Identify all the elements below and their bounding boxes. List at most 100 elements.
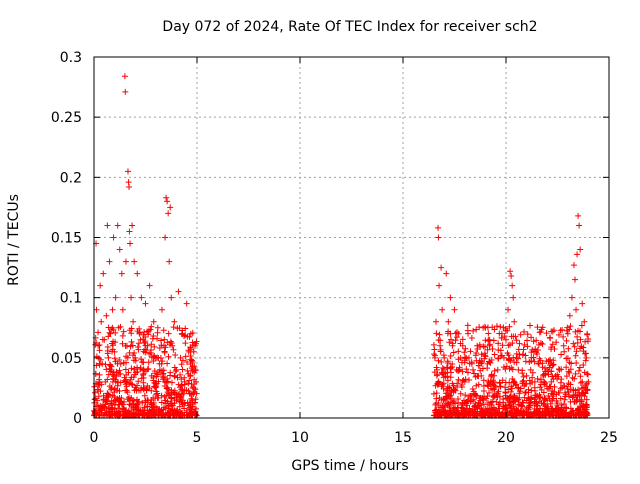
background-point [548, 360, 555, 367]
background-point [497, 383, 504, 390]
data-point [158, 306, 165, 313]
background-point [459, 368, 466, 375]
background-point [150, 377, 157, 384]
background-point [562, 404, 569, 411]
background-point [190, 385, 197, 392]
background-point [522, 358, 529, 365]
background-point [544, 404, 551, 411]
background-point [435, 378, 442, 385]
background-point [91, 396, 98, 403]
background-point [502, 325, 509, 332]
background-point [519, 399, 526, 406]
data-point [107, 330, 114, 337]
background-point [533, 349, 540, 356]
background-point [515, 401, 522, 408]
data-point [544, 366, 551, 373]
background-point [554, 402, 561, 409]
background-point [485, 408, 492, 415]
background-point [431, 346, 438, 353]
background-point [132, 357, 139, 364]
data-point [573, 306, 580, 313]
background-point [528, 334, 535, 341]
background-point [462, 354, 469, 361]
background-point [124, 354, 131, 361]
background-point [139, 359, 146, 366]
data-point [123, 342, 130, 349]
background-point [464, 322, 471, 329]
data-point [96, 378, 103, 385]
background-point [561, 396, 568, 403]
data-point [513, 354, 520, 361]
background-point [556, 389, 563, 396]
background-point [106, 405, 113, 412]
data-point [100, 270, 107, 277]
background-point [491, 372, 498, 379]
background-point [497, 323, 504, 330]
data-point [130, 318, 137, 325]
data-point [99, 360, 106, 367]
background-point [506, 323, 513, 330]
background-point [440, 366, 447, 373]
background-point [558, 411, 565, 418]
background-point [184, 367, 191, 374]
data-point [540, 372, 547, 379]
background-point [496, 393, 503, 400]
background-point [159, 358, 166, 365]
background-point [439, 402, 446, 409]
background-point [580, 344, 587, 351]
data-point [105, 354, 112, 361]
background-point [516, 340, 523, 347]
background-point [116, 388, 123, 395]
background-point [484, 346, 491, 353]
background-point [437, 348, 444, 355]
data-point [560, 342, 567, 349]
background-point [179, 401, 186, 408]
background-point [502, 389, 509, 396]
background-point [524, 343, 531, 350]
background-point [444, 330, 451, 337]
background-point [104, 347, 111, 354]
data-point [140, 366, 147, 373]
background-point [521, 328, 528, 335]
background-point [514, 384, 521, 391]
background-point [104, 390, 111, 397]
background-point [140, 385, 147, 392]
background-point [572, 370, 579, 377]
background-point [564, 324, 571, 331]
background-point [151, 370, 158, 377]
background-point [485, 337, 492, 344]
background-point [113, 408, 120, 415]
background-point [497, 347, 504, 354]
data-point [508, 273, 515, 280]
background-point [509, 405, 516, 412]
background-point [165, 386, 172, 393]
background-point [156, 344, 163, 351]
background-point [119, 406, 126, 413]
background-point [441, 396, 448, 403]
background-point [176, 390, 183, 397]
background-point [171, 390, 178, 397]
background-point [128, 381, 135, 388]
background-point [575, 367, 582, 374]
data-point [121, 73, 128, 80]
data-point [535, 360, 542, 367]
background-point [164, 375, 171, 382]
background-point [175, 381, 182, 388]
data-point [117, 360, 124, 367]
background-point [111, 385, 118, 392]
background-point [116, 401, 123, 408]
background-point [185, 370, 192, 377]
background-point [492, 407, 499, 414]
data-point [108, 384, 115, 391]
background-point [493, 323, 500, 330]
background-point [579, 378, 586, 385]
background-point [455, 348, 462, 355]
background-point [450, 349, 457, 356]
background-point [111, 402, 118, 409]
data-point [181, 378, 188, 385]
data-point [581, 318, 588, 325]
data-point [577, 246, 584, 253]
background-point [119, 332, 126, 339]
chart-title: Day 072 of 2024, Rate Of TEC Index for r… [162, 19, 537, 35]
